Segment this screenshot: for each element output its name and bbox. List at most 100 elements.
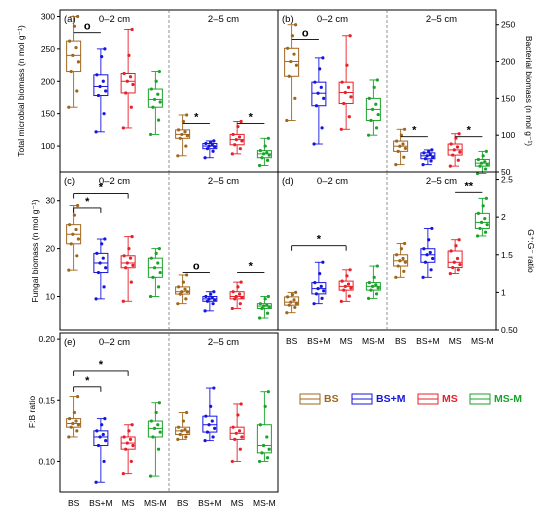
significance-mark: * xyxy=(73,182,129,199)
data-point xyxy=(322,96,326,100)
data-point xyxy=(428,152,432,156)
data-point xyxy=(292,52,296,56)
data-point xyxy=(211,435,215,439)
data-point xyxy=(267,447,271,451)
data-point xyxy=(258,149,262,153)
data-point xyxy=(152,266,157,270)
data-point xyxy=(485,223,489,227)
data-point xyxy=(103,47,107,51)
data-point xyxy=(285,118,289,123)
iqr-box xyxy=(474,212,490,229)
data-point xyxy=(148,294,153,299)
data-point xyxy=(342,288,346,292)
data-point xyxy=(237,429,242,433)
data-point xyxy=(181,419,186,423)
data-point xyxy=(233,437,237,442)
data-point xyxy=(374,292,379,296)
data-point xyxy=(266,294,270,299)
data-point xyxy=(181,119,186,124)
data-point xyxy=(184,435,188,439)
data-point xyxy=(481,154,485,158)
iqr-box xyxy=(338,280,354,291)
data-point xyxy=(265,311,270,315)
data-point xyxy=(122,71,126,76)
panel-c: (c) 0–2 cm 2–5 cm 10 20 30 Fungal biomass (n m… xyxy=(30,171,279,331)
data-point xyxy=(67,435,71,439)
data-point xyxy=(131,82,135,87)
data-point xyxy=(74,45,78,50)
significance-mark: * xyxy=(455,125,483,138)
data-point xyxy=(130,423,134,427)
data-point xyxy=(348,268,352,272)
data-point xyxy=(76,203,80,208)
data-point xyxy=(258,302,262,306)
box-bsplusm xyxy=(93,417,109,484)
data-point xyxy=(151,275,155,279)
data-point xyxy=(292,298,296,302)
y-tick-label: 2 xyxy=(501,212,506,222)
data-point xyxy=(349,95,353,99)
data-point xyxy=(96,93,101,98)
box-bsplusm xyxy=(202,386,218,443)
data-point xyxy=(184,297,188,301)
data-point xyxy=(478,226,482,231)
y-tick-label: 300 xyxy=(41,11,55,21)
data-point xyxy=(75,89,79,93)
data-point xyxy=(423,260,428,264)
data-point xyxy=(129,459,133,464)
data-point xyxy=(234,294,238,299)
data-point xyxy=(266,390,270,394)
data-point xyxy=(72,410,77,415)
x-tick-label: BS xyxy=(286,336,298,346)
data-point xyxy=(372,275,376,279)
box-ms xyxy=(120,235,136,303)
data-point xyxy=(430,226,434,231)
data-point xyxy=(185,273,189,277)
data-point xyxy=(130,27,134,32)
significance-mark: o xyxy=(291,27,319,40)
data-point xyxy=(343,284,347,288)
data-point xyxy=(454,244,458,248)
data-point xyxy=(399,247,404,251)
data-point xyxy=(203,439,207,443)
data-point xyxy=(233,297,237,301)
x-tick-label: BS xyxy=(395,336,407,346)
data-point xyxy=(479,161,484,165)
data-point xyxy=(76,423,81,427)
data-point xyxy=(372,85,376,89)
data-point xyxy=(290,293,295,297)
data-point xyxy=(476,211,480,215)
data-point xyxy=(294,302,299,306)
data-point xyxy=(265,435,269,439)
data-point xyxy=(125,441,129,445)
data-point xyxy=(67,105,71,109)
iqr-box xyxy=(147,88,163,108)
data-point xyxy=(76,395,80,399)
iqr-box xyxy=(229,291,245,300)
significance-label: * xyxy=(467,125,472,137)
box-bs xyxy=(284,290,300,315)
data-point xyxy=(100,423,104,427)
data-point xyxy=(95,251,99,255)
box-ms xyxy=(447,132,463,168)
box-ms-m xyxy=(256,136,272,168)
y-tick-label: 250 xyxy=(501,20,515,30)
depth-label: 2–5 cm xyxy=(208,14,239,25)
data-point xyxy=(177,285,181,289)
data-point xyxy=(94,130,98,134)
box-bsplusm xyxy=(202,139,218,160)
data-point xyxy=(184,144,188,148)
data-point xyxy=(395,253,399,257)
data-point xyxy=(203,309,207,313)
data-point xyxy=(210,143,214,147)
data-point xyxy=(318,271,322,276)
data-point xyxy=(122,435,126,439)
data-point xyxy=(69,425,73,429)
y-tick-label: 30 xyxy=(46,196,56,206)
data-point xyxy=(124,91,128,95)
data-point xyxy=(74,419,78,423)
x-tick-label: BS+M xyxy=(198,498,221,508)
data-point xyxy=(236,285,240,289)
box-bsplusm xyxy=(311,56,327,146)
